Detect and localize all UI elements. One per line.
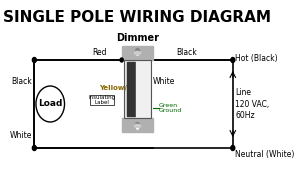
Circle shape <box>137 53 138 55</box>
Text: Hot (Black): Hot (Black) <box>235 54 278 62</box>
Text: Line
120 VAC,
60Hz: Line 120 VAC, 60Hz <box>235 88 269 120</box>
Text: SINGLE POLE WIRING DIAGRAM: SINGLE POLE WIRING DIAGRAM <box>3 10 271 25</box>
Bar <box>124 60 151 118</box>
Circle shape <box>36 86 65 122</box>
Circle shape <box>32 146 36 150</box>
Text: Black: Black <box>176 48 197 57</box>
Text: Yellow/Red: Yellow/Red <box>99 85 142 91</box>
Ellipse shape <box>134 51 141 55</box>
Text: Dimmer: Dimmer <box>116 33 159 43</box>
Text: White: White <box>10 130 32 140</box>
Text: Black: Black <box>11 77 32 87</box>
Ellipse shape <box>134 124 141 128</box>
Circle shape <box>32 57 36 62</box>
Text: Load: Load <box>38 100 63 109</box>
Circle shape <box>136 49 140 54</box>
Circle shape <box>137 127 138 129</box>
Circle shape <box>120 58 123 62</box>
Bar <box>122 118 153 132</box>
Circle shape <box>136 122 140 128</box>
Circle shape <box>231 57 235 62</box>
Bar <box>90 95 114 105</box>
Bar <box>122 46 153 60</box>
Text: Green
Ground: Green Ground <box>159 103 182 113</box>
Bar <box>127 62 135 116</box>
Text: White: White <box>153 77 175 87</box>
Circle shape <box>231 146 235 150</box>
Text: Red: Red <box>92 48 107 57</box>
Text: Neutral (White): Neutral (White) <box>235 150 294 159</box>
Text: Insulating
Label: Insulating Label <box>88 95 115 105</box>
Bar <box>136 62 150 116</box>
